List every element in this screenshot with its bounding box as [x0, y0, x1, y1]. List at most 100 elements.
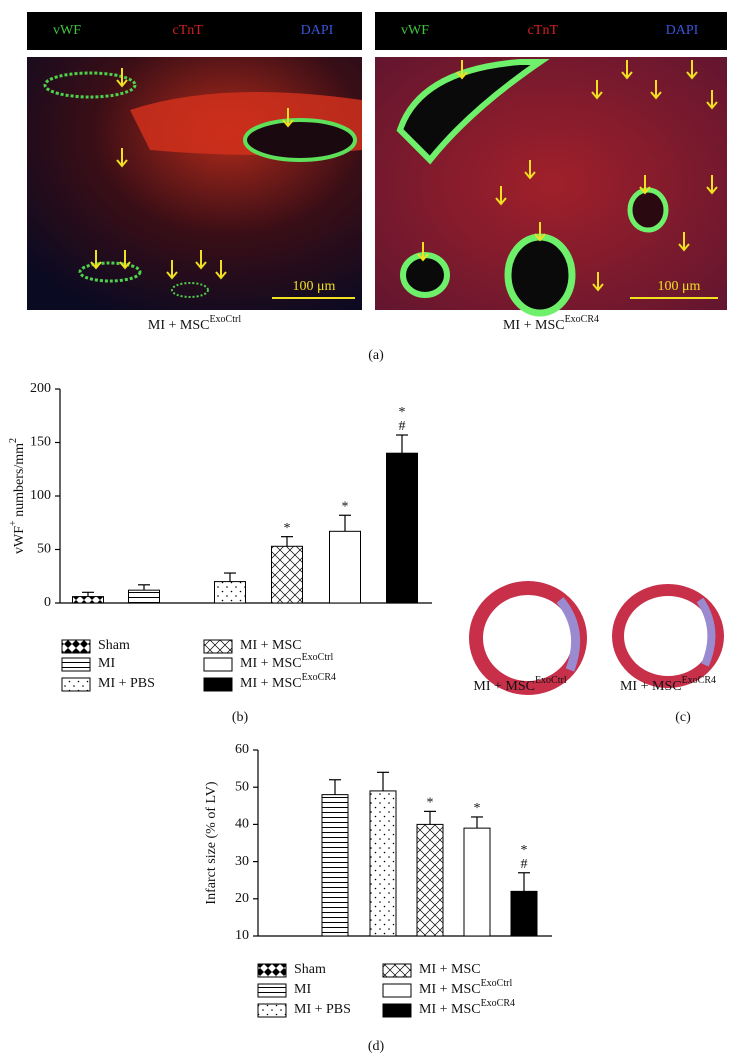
y-axis-label-part: vWF [12, 526, 27, 554]
legend-swatch [61, 657, 91, 672]
channel-label: cTnT [528, 23, 559, 38]
significance-mark: * [342, 499, 349, 514]
significance-mark: # [521, 857, 528, 872]
legend-label-part: MI [294, 982, 311, 997]
significance-mark: * [284, 521, 291, 536]
image-caption-part: MI + MSC [148, 318, 210, 333]
image-caption-sup: ExoCR4 [682, 675, 716, 686]
error-bar [339, 514, 351, 532]
image-caption: MI + MSCExoCtrl [473, 675, 566, 694]
legend-label-sup: ExoCR4 [302, 672, 336, 683]
legend-label-part: MI + MSC [419, 982, 481, 997]
y-tick-label: 10 [235, 928, 249, 943]
image-caption: MI + MSCExoCtrl [148, 314, 241, 333]
panel-label: (b) [232, 710, 249, 725]
error-bar [377, 771, 389, 791]
legend-label: MI + MSC [419, 962, 481, 977]
image-caption-sup: ExoCtrl [535, 675, 567, 686]
error-bar [396, 434, 408, 454]
legend-label-sup: ExoCtrl [302, 652, 334, 663]
y-tick-label: 150 [30, 435, 51, 450]
y-tick-label: 100 [30, 488, 51, 503]
significance-mark: * [521, 843, 528, 858]
y-tick-label: 20 [235, 891, 249, 906]
legend-label: MI + PBS [98, 676, 155, 691]
legend-label: Sham [98, 638, 130, 653]
image-caption-part: MI + MSC [620, 679, 682, 694]
y-axis-label-sup: + [8, 520, 19, 526]
bar [510, 890, 538, 937]
micrograph-left [27, 12, 362, 310]
significance-mark: # [399, 419, 406, 434]
legend-label-part: MI + MSC [240, 676, 302, 691]
bar [271, 545, 303, 604]
error-bar [424, 810, 436, 825]
bar [72, 596, 104, 604]
scale-bar-label: 100 μm [658, 279, 701, 294]
significance-mark: * [399, 405, 406, 420]
heart-sections [469, 581, 724, 695]
bar [386, 452, 418, 604]
micrograph-right [375, 12, 727, 317]
legend-label: Sham [294, 962, 326, 977]
y-tick-label: 30 [235, 854, 249, 869]
bar [128, 589, 160, 604]
bar [369, 790, 397, 937]
y-tick-label: 60 [235, 742, 249, 757]
bar [329, 530, 361, 604]
legend-label-part: MI + MSC [240, 656, 302, 671]
legend-label: MI [294, 982, 311, 997]
y-tick-label: 50 [37, 542, 51, 557]
legend-swatch [257, 983, 287, 998]
legend-swatch [382, 1003, 412, 1018]
legend-label-sup: ExoCtrl [481, 978, 513, 989]
bar [214, 581, 246, 604]
image-caption: MI + MSCExoCR4 [620, 675, 716, 694]
image-caption-sup: ExoCtrl [209, 314, 241, 325]
panel-label: (c) [675, 710, 691, 725]
legend-label: MI + PBS [294, 1002, 351, 1017]
y-axis-label-part: Infarct size (% of LV) [204, 781, 219, 904]
channel-label: vWF [53, 23, 81, 38]
legend-swatch [257, 963, 287, 978]
legend-label: MI [98, 656, 115, 671]
error-bar [281, 536, 293, 547]
y-axis-label: vWF+ numbers/mm2 [8, 438, 27, 554]
legend-label-part: MI + PBS [294, 1002, 351, 1017]
y-axis-label-part: numbers/mm [12, 443, 27, 520]
channel-label: DAPI [666, 23, 699, 38]
legend-swatch [61, 677, 91, 692]
significance-mark: * [427, 796, 434, 811]
image-caption: MI + MSCExoCR4 [503, 314, 599, 333]
error-bar [224, 572, 236, 582]
legend-label-part: MI + MSC [419, 962, 481, 977]
error-bar [138, 584, 150, 591]
legend-label-part: Sham [98, 638, 130, 653]
legend-label: MI + MSCExoCR4 [419, 998, 515, 1017]
error-bar [82, 591, 94, 597]
y-tick-label: 50 [235, 779, 249, 794]
legend-swatch [203, 639, 233, 654]
legend-label-part: MI + MSC [240, 638, 302, 653]
channel-label: cTnT [173, 23, 204, 38]
significance-mark: * [474, 801, 481, 816]
legend-swatch [382, 983, 412, 998]
bar [463, 827, 491, 937]
error-bar [329, 779, 341, 795]
y-tick-label: 40 [235, 817, 249, 832]
legend-swatch [61, 639, 91, 654]
legend-swatch [382, 963, 412, 978]
legend-label-part: Sham [294, 962, 326, 977]
panel-label: (d) [368, 1039, 385, 1054]
y-tick-label: 0 [44, 595, 51, 610]
y-axis-label: Infarct size (% of LV) [204, 781, 219, 904]
bar [321, 794, 349, 937]
legend-label: MI + MSCExoCR4 [240, 672, 336, 691]
legend-label: MI + MSC [240, 638, 302, 653]
legend-label: MI + MSCExoCtrl [419, 978, 512, 997]
panel-label: (a) [368, 348, 384, 363]
image-caption-sup: ExoCR4 [565, 314, 599, 325]
scale-bar-label: 100 μm [293, 279, 336, 294]
legend-label: MI + MSCExoCtrl [240, 652, 333, 671]
